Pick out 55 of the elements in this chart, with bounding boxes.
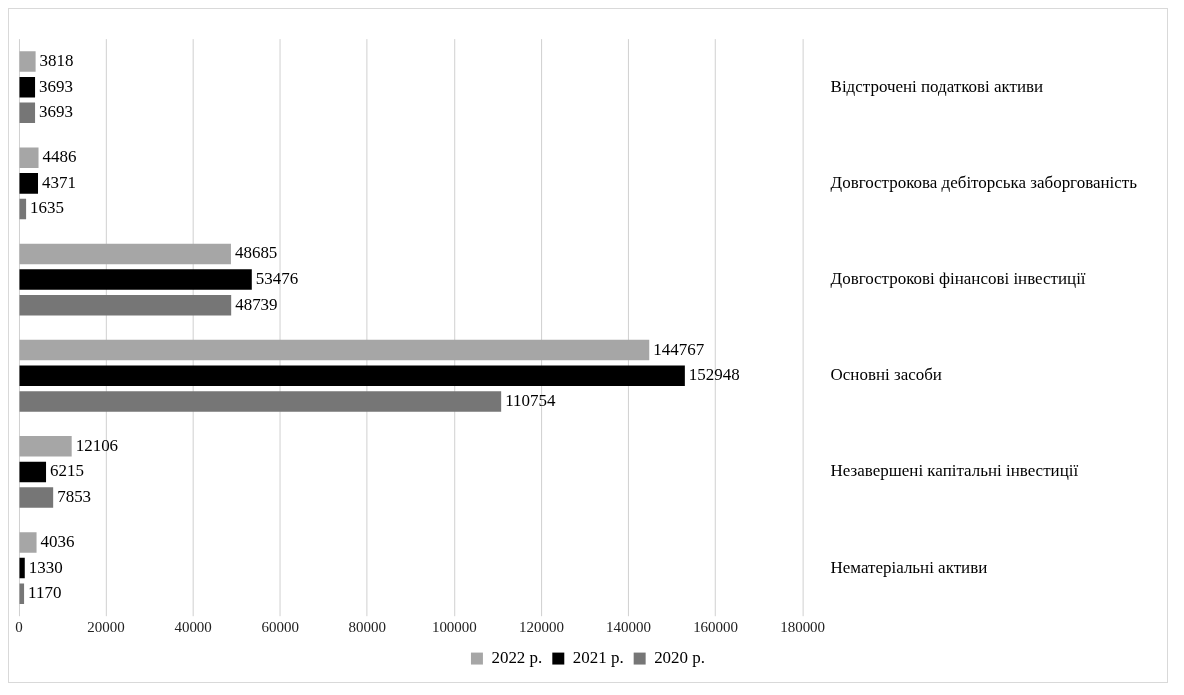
- data-label: 1330: [28, 557, 63, 577]
- data-label: 4036: [40, 531, 75, 551]
- bar: [19, 269, 252, 290]
- data-label: 3693: [39, 76, 73, 96]
- data-label: 53476: [255, 269, 299, 289]
- bar: [19, 76, 36, 98]
- bar: [19, 51, 36, 72]
- bar: [19, 339, 650, 361]
- bar: [19, 487, 54, 508]
- bar: [19, 365, 685, 386]
- data-label: 4371: [42, 172, 76, 192]
- y-tick-label: Нематеріальні активи: [830, 557, 988, 577]
- legend-label: 2022 р.: [491, 648, 543, 668]
- bar: [19, 243, 231, 265]
- data-label: 48739: [235, 294, 278, 314]
- bar: [19, 102, 36, 124]
- bar: [19, 583, 25, 605]
- x-tick-label: 160000: [693, 619, 738, 636]
- x-tick-label: 20000: [87, 619, 125, 636]
- x-tick-label: 40000: [174, 619, 212, 636]
- y-tick-label: Основні засоби: [830, 365, 942, 385]
- x-tick-label: 80000: [348, 619, 386, 636]
- legend-label: 2020 р.: [654, 648, 706, 668]
- x-tick-label: 100000: [431, 619, 477, 636]
- y-tick-label: Довгострокова дебіторська заборгованість: [830, 172, 1138, 192]
- bar: [19, 461, 47, 483]
- bar: [19, 173, 39, 194]
- data-label: 7853: [57, 487, 92, 507]
- x-tick-label: 0: [15, 619, 23, 636]
- bar: [19, 147, 39, 168]
- bar: [19, 532, 37, 553]
- data-label: 4486: [42, 147, 77, 167]
- x-tick-label: 140000: [606, 619, 651, 636]
- data-label: 6215: [50, 461, 84, 481]
- x-tick-label: 60000: [261, 619, 299, 636]
- legend-label: 2021 р.: [572, 648, 624, 668]
- x-tick-label: 180000: [780, 619, 826, 636]
- data-label: 110754: [505, 390, 556, 410]
- bar: [19, 436, 72, 457]
- data-label: 1635: [30, 198, 65, 218]
- y-tick-label: Відстрочені податкові активи: [830, 76, 1044, 96]
- data-label: 12106: [75, 435, 119, 455]
- x-tick-label: 120000: [518, 619, 564, 636]
- data-label: 48685: [234, 243, 278, 263]
- bar: [19, 391, 502, 412]
- data-label: 152948: [688, 365, 740, 385]
- y-tick-label: Довгострокові фінансові інвестиції: [830, 269, 1086, 289]
- data-label: 1170: [28, 583, 62, 603]
- bar: [19, 294, 232, 316]
- data-label: 3818: [39, 51, 74, 71]
- bar: [19, 557, 25, 579]
- data-label: 144767: [653, 339, 705, 359]
- bar: [19, 198, 27, 220]
- y-tick-label: Незавершені капітальні інвестиції: [830, 461, 1079, 481]
- data-label: 3693: [39, 102, 73, 122]
